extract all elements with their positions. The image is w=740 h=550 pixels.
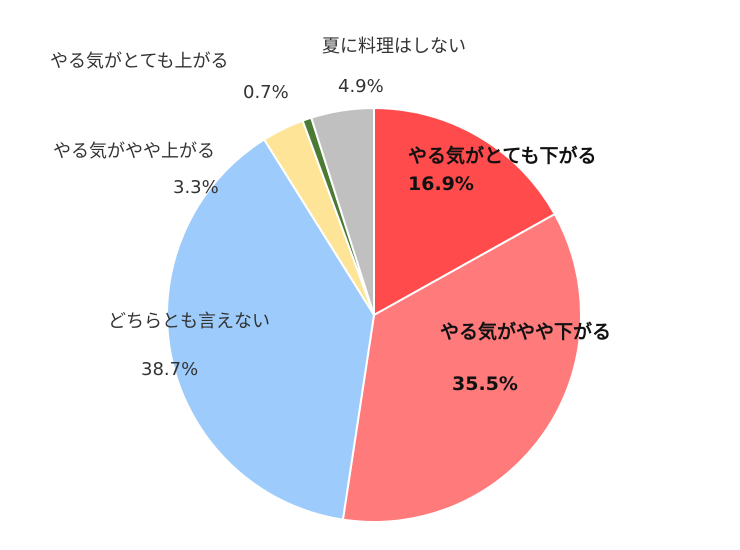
slice-label-0: やる気がとても下がる xyxy=(408,144,596,167)
slice-label-2: どちらとも言えない xyxy=(108,311,270,332)
pie-slices xyxy=(166,106,583,523)
slice-label-4: やる気がとても上がる xyxy=(50,51,229,72)
slice-label-1: やる気がやや下がる xyxy=(440,320,611,343)
slice-label-3: やる気がやや上がる xyxy=(53,141,215,162)
slice-value-2: 38.7% xyxy=(141,359,198,380)
slice-value-5: 4.9% xyxy=(338,76,384,97)
slice-value-0: 16.9% xyxy=(408,173,474,195)
slice-value-4: 0.7% xyxy=(243,82,289,103)
pie-slice-1 xyxy=(341,212,583,523)
slice-value-1: 35.5% xyxy=(452,373,518,395)
pie-slice-5 xyxy=(310,106,375,316)
slice-label-5: 夏に料理はしない xyxy=(322,36,466,57)
pie-slice-0 xyxy=(373,106,557,317)
pie-slice-2 xyxy=(166,138,376,521)
slice-value-3: 3.3% xyxy=(173,177,219,198)
